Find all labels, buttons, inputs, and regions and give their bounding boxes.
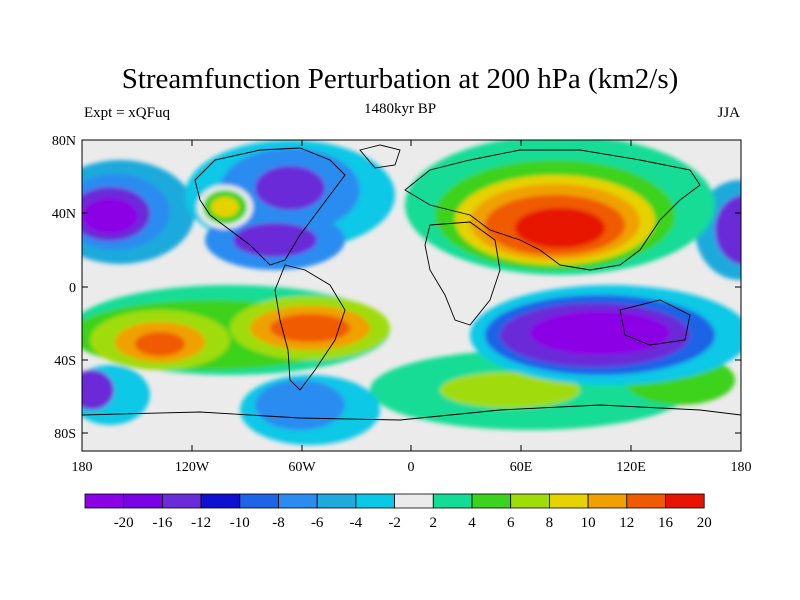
legend-label: 12 bbox=[619, 515, 634, 531]
lon-tick-label: 60E bbox=[510, 460, 533, 475]
legend-swatch bbox=[394, 493, 434, 509]
plot-title: Streamfunction Perturbation at 200 hPa (… bbox=[121, 63, 679, 95]
legend-label: 2 bbox=[430, 515, 438, 531]
lon-axis: 180 120W 60W 0 60E 120E 180 bbox=[72, 140, 752, 475]
legend-label: -16 bbox=[152, 515, 172, 531]
experiment-label: Expt = xQFuq bbox=[84, 105, 170, 121]
legend-label: -20 bbox=[114, 515, 134, 531]
color-legend: -20 -16 -12 -10 -8 -6 -4 -2 2 4 6 8 10 12 16 20 bbox=[84, 493, 712, 531]
lon-tick-label: 0 bbox=[408, 460, 415, 475]
plot-subtitle: 1480kyr BP bbox=[363, 101, 437, 117]
lon-tick-label: 60W bbox=[288, 460, 316, 475]
legend-label: 10 bbox=[581, 515, 596, 531]
legend-swatch bbox=[123, 493, 163, 509]
legend-label: -10 bbox=[230, 515, 250, 531]
lon-tick-label: 180 bbox=[72, 460, 93, 475]
coastlines bbox=[82, 144, 741, 421]
lat-tick-label: 80N bbox=[52, 134, 76, 149]
legend-label: -2 bbox=[388, 515, 401, 531]
legend-swatch bbox=[626, 493, 666, 509]
legend-swatch bbox=[200, 493, 241, 509]
legend-swatch bbox=[161, 493, 202, 509]
lon-tick-label: 120W bbox=[175, 460, 210, 475]
lon-tick-label: 180 bbox=[731, 460, 752, 475]
lat-tick-label: 40S bbox=[54, 354, 76, 369]
lon-tick-label: 120E bbox=[616, 460, 646, 475]
legend-swatch bbox=[471, 493, 512, 509]
lat-tick-label: 0 bbox=[69, 281, 76, 296]
contour-field bbox=[82, 140, 741, 451]
legend-swatch bbox=[239, 493, 279, 509]
lat-tick-label: 40N bbox=[52, 207, 76, 222]
legend-label: -8 bbox=[272, 515, 285, 531]
legend-label: -4 bbox=[350, 515, 363, 531]
legend-label: 8 bbox=[546, 515, 554, 531]
legend-swatch bbox=[432, 493, 473, 509]
legend-label: 20 bbox=[697, 515, 712, 531]
legend-swatch bbox=[587, 493, 628, 509]
legend-swatch bbox=[665, 493, 705, 509]
legend-swatch bbox=[84, 493, 125, 509]
legend-swatch bbox=[510, 493, 550, 509]
legend-swatch bbox=[316, 493, 357, 509]
legend-swatch bbox=[355, 493, 395, 509]
legend-label: 6 bbox=[507, 515, 515, 531]
lat-tick-label: 80S bbox=[54, 427, 76, 442]
legend-swatch bbox=[549, 493, 589, 509]
legend-swatch bbox=[278, 493, 318, 509]
legend-label: -12 bbox=[191, 515, 211, 531]
legend-label: 4 bbox=[468, 515, 476, 531]
legend-label: -6 bbox=[311, 515, 324, 531]
legend-label: 16 bbox=[658, 515, 674, 531]
season-label: JJA bbox=[717, 105, 740, 121]
lat-axis: 80N 40N 0 40S 80S bbox=[52, 134, 741, 442]
